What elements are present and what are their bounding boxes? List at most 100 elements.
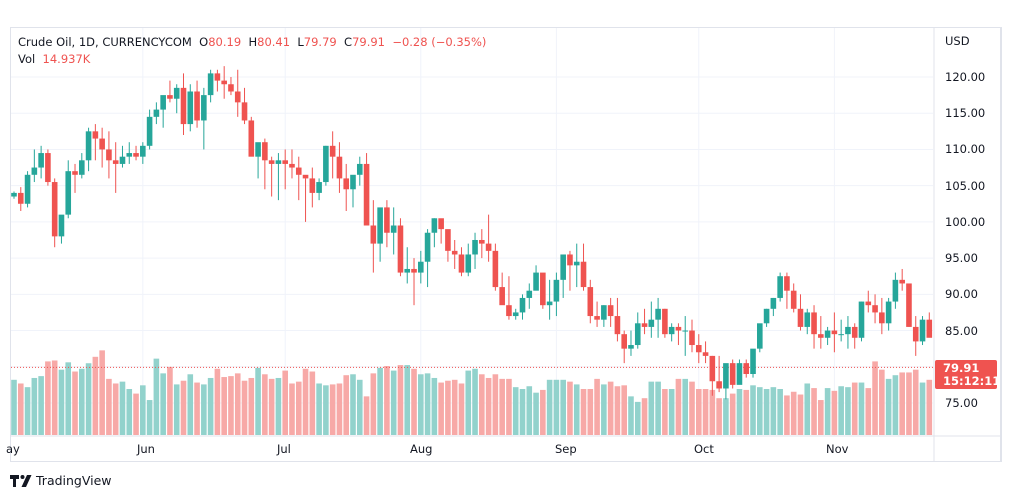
candle-body xyxy=(451,250,458,255)
volume-bar xyxy=(512,387,519,435)
volume-bar xyxy=(621,385,627,435)
open-label: O xyxy=(199,35,209,49)
volume-bar xyxy=(38,376,44,435)
volume-bar xyxy=(126,389,133,435)
candle-body xyxy=(424,232,431,262)
volume-bar xyxy=(804,383,811,435)
volume-bar xyxy=(11,379,17,435)
candle-body xyxy=(567,254,573,266)
candle-body xyxy=(879,312,885,324)
candle-body xyxy=(465,254,472,273)
candle-body xyxy=(865,301,872,306)
volume-bar xyxy=(153,358,160,435)
volume-bar xyxy=(702,389,709,435)
volume-bar xyxy=(248,377,255,435)
candle-body xyxy=(445,229,451,251)
volume-bar xyxy=(763,389,770,435)
price-tick-label: 120.00 xyxy=(945,70,986,84)
volume-bar xyxy=(824,388,831,435)
volume-bar xyxy=(777,389,783,435)
candle-body xyxy=(411,268,417,273)
time-tick-label: Aug xyxy=(410,442,433,456)
volume-bar xyxy=(167,366,173,435)
candle-body xyxy=(689,330,695,346)
candle-body xyxy=(560,254,566,280)
candle-body xyxy=(634,323,641,346)
volume-bar xyxy=(499,378,505,435)
candle-body xyxy=(72,171,78,175)
volume-bar xyxy=(560,379,566,435)
volume-bar xyxy=(573,384,580,435)
volume-bar xyxy=(723,398,729,435)
candle-body xyxy=(85,131,92,161)
volume-bar xyxy=(851,382,858,435)
volume-label: Vol xyxy=(18,52,36,66)
close-value: 79.91 xyxy=(352,35,386,49)
volume-bar xyxy=(594,378,600,435)
volume-value: 14.937K xyxy=(42,52,91,66)
volume-bar xyxy=(58,369,65,435)
volume-bar xyxy=(411,368,417,435)
volume-bar xyxy=(757,387,763,435)
candle-body xyxy=(390,225,397,233)
volume-bar xyxy=(879,369,885,435)
candle-body xyxy=(356,163,363,175)
volume-bar xyxy=(404,365,411,435)
price-tick-label: 100.00 xyxy=(945,214,986,229)
volume-bar xyxy=(106,378,112,435)
volume-bar xyxy=(784,395,790,435)
candle-body xyxy=(24,174,31,204)
volume-bar xyxy=(390,370,397,435)
volume-bar xyxy=(716,398,722,435)
volume-bar xyxy=(546,379,553,435)
candle-body xyxy=(702,352,709,356)
volume-bar xyxy=(919,382,926,435)
volume-bar xyxy=(72,371,78,435)
volume-bar xyxy=(275,377,282,435)
candle-body xyxy=(770,297,777,309)
volume-bar xyxy=(743,389,750,435)
candle-body xyxy=(926,319,933,338)
candle-body xyxy=(404,268,411,273)
candle-body xyxy=(492,250,499,288)
volume-bar xyxy=(214,368,221,435)
candle-body xyxy=(295,167,302,175)
candle-body xyxy=(133,153,139,157)
volume-bar xyxy=(492,374,499,435)
volume-bar xyxy=(336,383,343,435)
candle-body xyxy=(573,261,580,266)
candle-body xyxy=(336,156,343,179)
volume-bar xyxy=(194,382,200,435)
candle-body xyxy=(614,316,621,335)
volume-bar xyxy=(485,377,492,435)
candle-body xyxy=(167,95,173,99)
volume-bar xyxy=(350,374,356,435)
candle-body xyxy=(92,131,99,139)
candle-body xyxy=(662,308,668,335)
tradingview-brand[interactable]: TradingView xyxy=(10,473,112,488)
candle-body xyxy=(58,214,65,237)
volume-bar xyxy=(926,379,933,435)
price-tick-label: 90.00 xyxy=(945,287,978,302)
candle-body xyxy=(126,153,133,157)
candle-body xyxy=(906,283,912,327)
volume-bar xyxy=(363,396,370,435)
candle-body xyxy=(228,84,234,92)
volume-bar xyxy=(438,382,444,435)
candle-body xyxy=(695,345,702,353)
symbol-title: Crude Oil, 1D, CURRENCYCOM xyxy=(18,35,192,49)
candle-body xyxy=(343,178,350,190)
volume-bar xyxy=(377,367,383,435)
time-tick-label: Jul xyxy=(277,442,291,456)
candle-body xyxy=(438,218,444,230)
candle-body xyxy=(51,182,58,237)
volume-bar xyxy=(146,400,153,435)
volume-bar xyxy=(431,377,438,435)
candle-body xyxy=(709,355,716,382)
candle-body xyxy=(377,207,383,244)
candle-body xyxy=(140,145,146,157)
candle-body xyxy=(851,326,858,338)
volume-bar xyxy=(79,368,85,435)
candle-body xyxy=(750,348,756,375)
